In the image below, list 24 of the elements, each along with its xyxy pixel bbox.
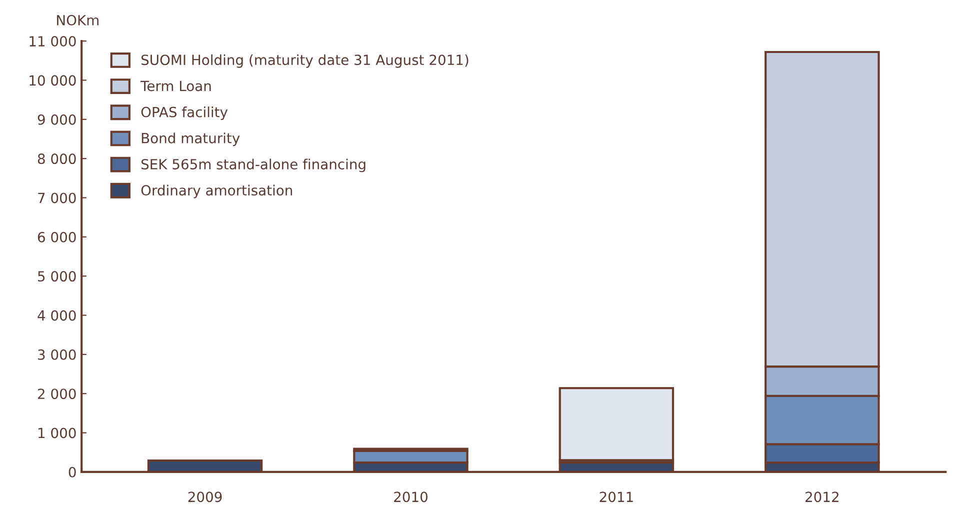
y-tick-label: 2 000 <box>38 388 76 400</box>
y-tick-label: 10 000 <box>30 75 76 86</box>
y-tick-label: 8 000 <box>38 154 76 164</box>
x-tick-label: 2012 <box>806 492 838 502</box>
legend-label: Ordinary amortisation <box>141 184 292 198</box>
x-tick-label: 2011 <box>600 492 633 502</box>
y-tick-label: 6 000 <box>38 232 76 242</box>
y-tick-label: 9 000 <box>38 114 76 125</box>
y-tick-label: 0 <box>68 466 76 478</box>
y-tick-label: 7 000 <box>38 192 76 204</box>
y-tick-label: 5 000 <box>38 271 76 282</box>
y-tick-label: 4 000 <box>38 310 76 321</box>
legend-label: SUOMI Holding (maturity date 31 August 2011) <box>141 54 468 68</box>
y-tick-label: 11 000 <box>30 36 76 47</box>
y-tick-label: 1 000 <box>38 428 76 438</box>
x-tick-label: 2009 <box>188 492 222 502</box>
legend-label: SEK 565m stand-alone financing <box>141 158 366 172</box>
y-tick-label: 3 000 <box>38 349 76 360</box>
legend-label: Bond maturity <box>142 132 240 146</box>
x-tick-label: 2010 <box>394 492 428 502</box>
bar <box>558 387 674 462</box>
y-axis-title: NOKm <box>57 14 98 26</box>
legend-label: Term Loan <box>140 80 211 92</box>
legend-label: OPAS facility <box>141 106 228 120</box>
